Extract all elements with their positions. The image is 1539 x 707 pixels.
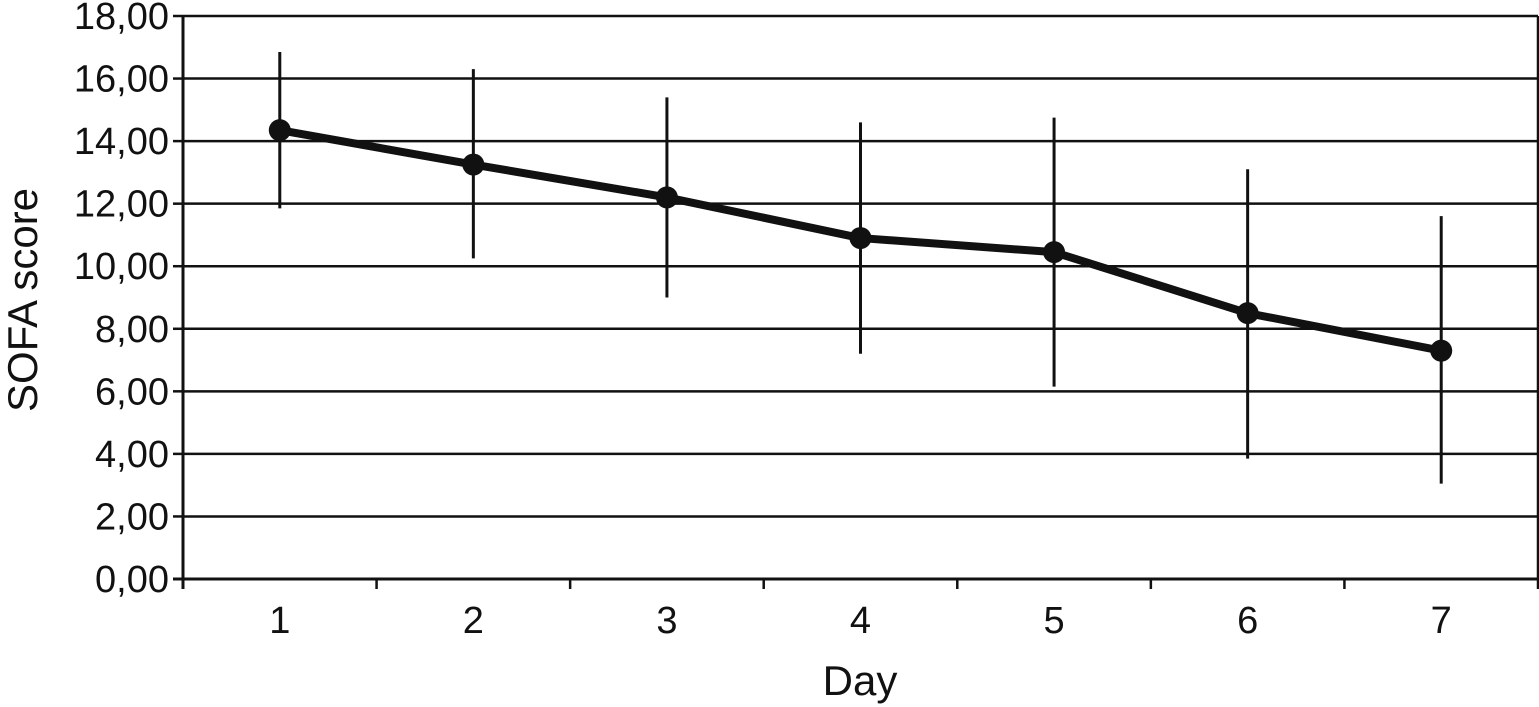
y-tick-label-9: 18,00: [74, 0, 169, 38]
y-axis-title: SOFA score: [0, 188, 46, 412]
y-tick-label-8: 16,00: [74, 59, 169, 101]
y-tick-label-4: 8,00: [95, 309, 169, 351]
x-tick-label-6: 6: [1237, 600, 1258, 642]
x-tick-label-4: 4: [850, 600, 871, 642]
tick-labels: 0,00 2,00 4,00 6,00 8,00 10,00 12,00 14,00 16,00…: [74, 0, 1452, 642]
error-bars: [278, 51, 1443, 484]
y-tick-label-6: 12,00: [74, 184, 169, 226]
data-points: [268, 119, 1453, 362]
x-tick-label-3: 3: [656, 600, 677, 642]
data-point-day-4: [849, 227, 872, 250]
data-point-day-2: [462, 153, 485, 176]
x-tick-label-2: 2: [463, 600, 484, 642]
y-tick-label-5: 10,00: [74, 246, 169, 288]
y-tick-label-7: 14,00: [74, 121, 169, 163]
y-tick-label-1: 2,00: [95, 496, 169, 538]
x-tick-label-7: 7: [1431, 600, 1452, 642]
y-tick-label-3: 6,00: [95, 371, 169, 413]
y-tick-label-0: 0,00: [95, 559, 169, 601]
x-tick-label-1: 1: [269, 600, 290, 642]
data-point-day-1: [268, 119, 291, 142]
x-axis-title: Day: [823, 657, 898, 704]
axes: [173, 14, 1539, 589]
y-tick-label-2: 4,00: [95, 434, 169, 476]
data-point-day-3: [655, 186, 678, 209]
x-tick-label-5: 5: [1044, 600, 1065, 642]
data-point-day-5: [1043, 241, 1066, 264]
data-point-day-6: [1236, 302, 1259, 325]
data-point-day-7: [1430, 339, 1453, 362]
